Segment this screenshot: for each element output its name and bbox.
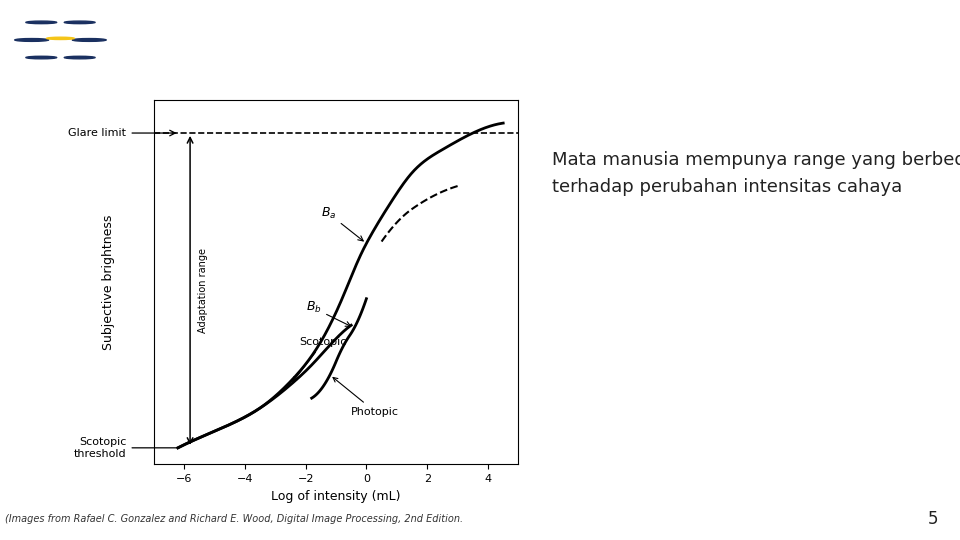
Circle shape bbox=[14, 38, 49, 42]
Text: Adaptation range: Adaptation range bbox=[198, 248, 207, 333]
Text: Photopic: Photopic bbox=[333, 377, 399, 417]
Circle shape bbox=[47, 37, 74, 39]
Text: Scotopic: Scotopic bbox=[293, 337, 347, 382]
Text: $B_a$: $B_a$ bbox=[321, 206, 363, 241]
Circle shape bbox=[72, 38, 107, 42]
Text: $B_b$: $B_b$ bbox=[305, 300, 350, 326]
Circle shape bbox=[64, 56, 95, 59]
Circle shape bbox=[64, 21, 95, 24]
Y-axis label: Subjective brightness: Subjective brightness bbox=[102, 214, 114, 350]
Circle shape bbox=[26, 21, 57, 24]
X-axis label: Log of intensity (mL): Log of intensity (mL) bbox=[272, 490, 400, 503]
Text: Scotopic
threshold: Scotopic threshold bbox=[74, 437, 126, 459]
Text: Mata manusia mempunya range yang berbeda
terhadap perubahan intensitas cahaya: Mata manusia mempunya range yang berbeda… bbox=[552, 151, 960, 195]
Circle shape bbox=[26, 56, 57, 59]
Text: (Images from Rafael C. Gonzalez and Richard E. Wood, Digital Image Processing, 2: (Images from Rafael C. Gonzalez and Rich… bbox=[5, 514, 464, 524]
Text: Sesitifitas Mata Terhadap Cahaya: Sesitifitas Mata Terhadap Cahaya bbox=[91, 23, 720, 57]
Text: 5: 5 bbox=[928, 510, 938, 529]
Text: Glare limit: Glare limit bbox=[68, 128, 126, 138]
